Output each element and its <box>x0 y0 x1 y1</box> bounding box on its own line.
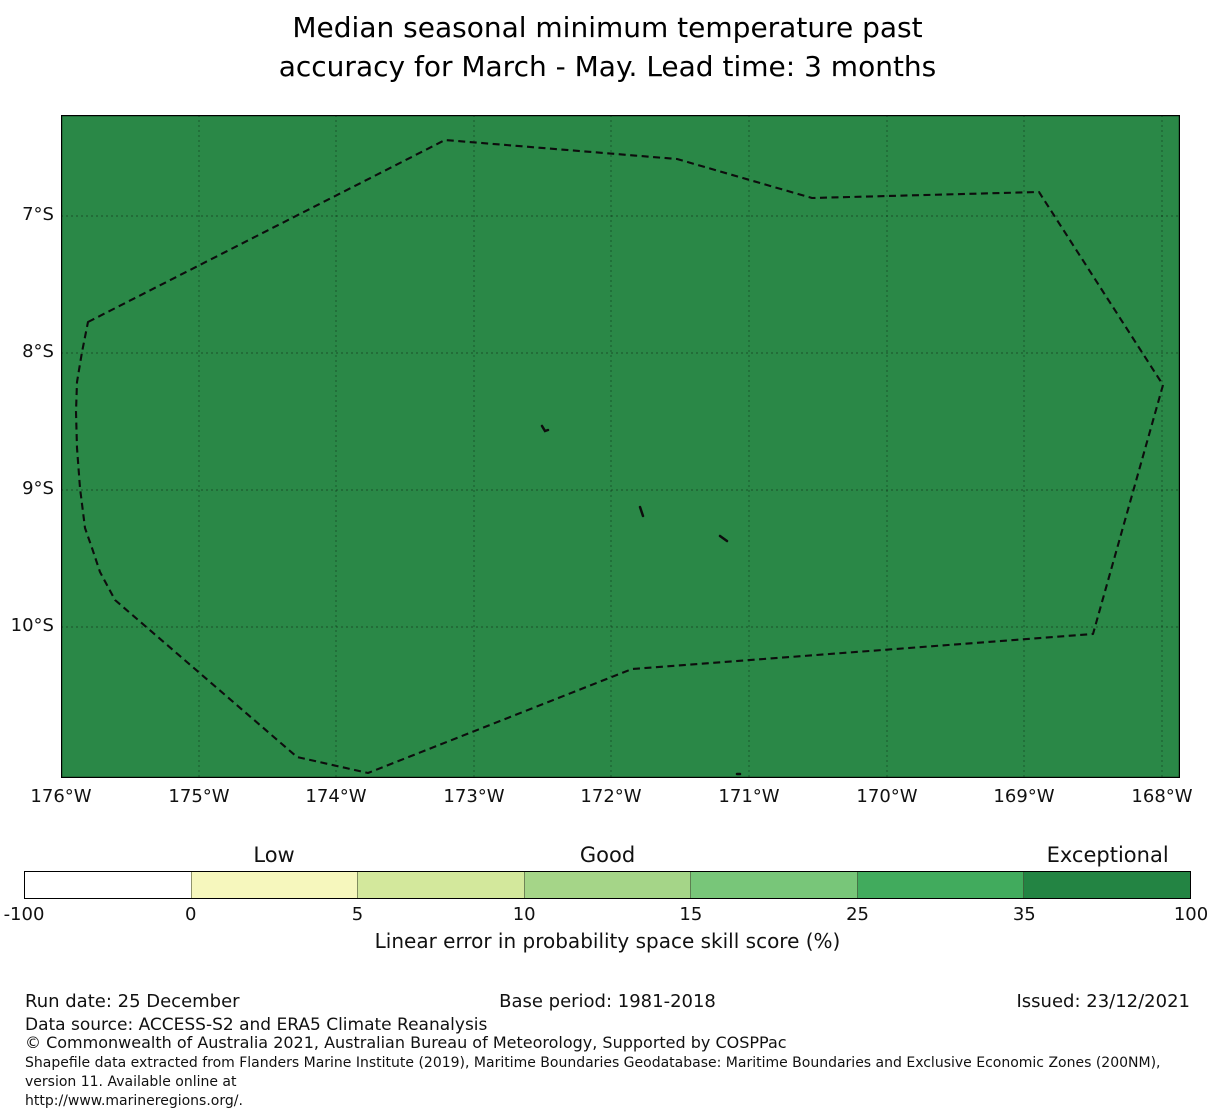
colorbar-tick-label: 10 <box>512 904 536 925</box>
copyright-text: © Commonwealth of Australia 2021, Austra… <box>25 1033 787 1052</box>
colorbar-category-label: Low <box>253 843 295 867</box>
colorbar-segment <box>1023 872 1191 898</box>
x-tick-label: 173°W <box>443 786 505 807</box>
colorbar-tick-label: 100 <box>1173 904 1209 925</box>
base-period-text: Base period: 1981-2018 <box>499 991 716 1012</box>
y-tick-label: 7°S <box>22 204 54 225</box>
island-mark <box>718 534 729 543</box>
x-tick-label: 169°W <box>993 786 1055 807</box>
data-source-text: Data source: ACCESS-S2 and ERA5 Climate … <box>25 1015 488 1035</box>
colorbar-segment <box>523 872 691 898</box>
x-tick-label: 172°W <box>580 786 642 807</box>
chart-title-line1: Median seasonal minimum temperature past <box>292 11 923 44</box>
x-tick-label: 176°W <box>30 786 92 807</box>
colorbar-axis-label: Linear error in probability space skill … <box>374 929 841 953</box>
y-tick-label: 9°S <box>22 478 54 499</box>
x-tick-label: 171°W <box>718 786 780 807</box>
map-border <box>61 115 1180 778</box>
chart-title: Median seasonal minimum temperature past… <box>0 8 1215 86</box>
x-tick-label: 170°W <box>856 786 918 807</box>
y-tick-label: 10°S <box>10 615 54 636</box>
x-tick-label: 168°W <box>1131 786 1193 807</box>
colorbar-tick-label: 0 <box>184 904 197 925</box>
chart-title-line2: accuracy for March - May. Lead time: 3 m… <box>278 50 937 83</box>
colorbar-tick-label: -100 <box>3 904 45 925</box>
x-tick-label: 175°W <box>168 786 230 807</box>
colorbar-tick-label: 25 <box>846 904 870 925</box>
colorbar-category-label: Good <box>579 843 636 867</box>
map-region-fill <box>61 115 1180 778</box>
colorbar-segment <box>357 872 524 898</box>
x-tick-label: 174°W <box>305 786 367 807</box>
map-plot <box>61 115 1180 778</box>
shapefile-note: Shapefile data extracted from Flanders M… <box>25 1054 1215 1111</box>
y-tick-label: 8°S <box>22 341 54 362</box>
run-date-text: Run date: 25 December <box>25 991 240 1012</box>
colorbar-category-label: Exceptional <box>1046 843 1169 867</box>
colorbar-segment <box>856 872 1024 898</box>
colorbar-segment <box>690 872 857 898</box>
island-mark <box>638 505 645 518</box>
colorbar-tick-label: 5 <box>351 904 364 925</box>
eez-boundary-dashed <box>74 138 1165 775</box>
colorbar-tick-label: 35 <box>1012 904 1036 925</box>
colorbar <box>24 871 1191 899</box>
colorbar-tick-label: 15 <box>679 904 703 925</box>
colorbar-segment <box>190 872 358 898</box>
colorbar-segment <box>25 872 191 898</box>
issued-text: Issued: 23/12/2021 <box>1016 991 1190 1012</box>
island-mark <box>540 424 550 433</box>
shapefile-note-line1: Shapefile data extracted from Flanders M… <box>25 1055 1161 1090</box>
